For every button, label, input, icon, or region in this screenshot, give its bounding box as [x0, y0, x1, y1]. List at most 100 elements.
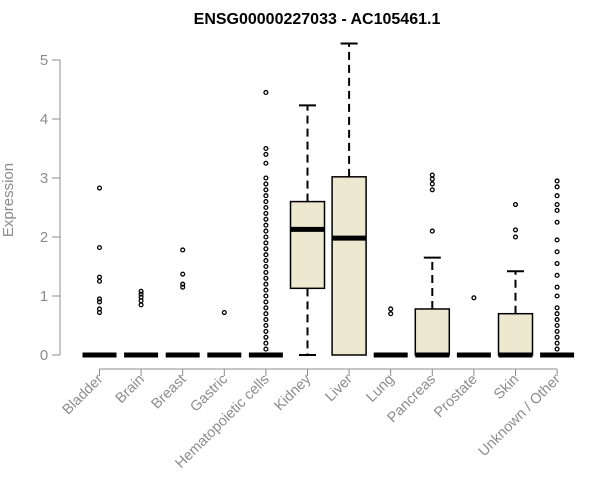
outlier-point [96, 185, 103, 191]
outlier-point [96, 306, 103, 312]
box-body [497, 312, 534, 356]
outlier-point [512, 227, 519, 233]
outlier-point [180, 281, 186, 287]
outlier-point [96, 296, 103, 302]
outlier-point [554, 317, 560, 323]
outlier-point [263, 175, 269, 181]
outlier-point [554, 219, 560, 225]
x-tick-label: Prostate [431, 372, 480, 421]
x-tick-label: Kidney [272, 371, 315, 414]
outlier-point [429, 176, 435, 182]
box-gastric [207, 309, 242, 358]
outlier-point [554, 340, 560, 346]
outlier-point [263, 317, 269, 323]
outlier-point [263, 328, 269, 334]
outlier-point [471, 295, 477, 301]
outlier-point [138, 288, 144, 294]
outlier-point [138, 294, 144, 300]
box-body [331, 176, 367, 356]
y-tick-label: 4 [40, 111, 48, 128]
outlier-point [554, 202, 560, 208]
outlier-point [263, 334, 269, 340]
outlier-point [263, 281, 269, 287]
outlier-point [263, 299, 269, 305]
outlier-point [554, 346, 560, 352]
outlier-point [512, 234, 519, 240]
outlier-point [554, 193, 560, 199]
box-kidney [289, 104, 326, 356]
outlier-point [263, 269, 269, 275]
outlier-point [96, 274, 103, 280]
outlier-point [429, 181, 435, 187]
outlier-point [263, 240, 269, 246]
outlier-point [263, 263, 269, 270]
outlier-point [263, 204, 269, 211]
outlier-point [263, 193, 269, 199]
x-tick-label: Skin [491, 372, 522, 403]
outlier-point [263, 287, 269, 293]
outlier-point [429, 228, 435, 234]
boxes [82, 42, 575, 358]
outlier-point [96, 245, 103, 251]
chart-title: ENSG00000227033 - AC105461.1 [194, 11, 441, 28]
y-axis: 0 1 2 3 4 5 [40, 52, 61, 364]
box-hematopoietic-cells [248, 89, 283, 358]
outlier-point [554, 305, 560, 311]
outlier-point [263, 258, 269, 264]
outlier-point [263, 275, 269, 281]
box-breast [165, 247, 200, 358]
outlier-point [263, 210, 269, 216]
box-body [289, 200, 326, 290]
y-tick-label: 2 [40, 229, 48, 246]
box-pancreas [414, 172, 451, 358]
outlier-point [221, 309, 227, 316]
y-tick-label: 0 [40, 347, 48, 364]
box-lung [373, 306, 408, 358]
outlier-point [263, 151, 269, 157]
outlier-point [138, 302, 144, 308]
outlier-point [388, 306, 394, 312]
outlier-point [263, 228, 269, 234]
outlier-point [96, 278, 103, 284]
outlier-point [263, 311, 269, 317]
outlier-point [263, 322, 269, 329]
outlier-point [96, 299, 103, 305]
outlier-point [554, 322, 560, 329]
outlier-point [554, 328, 560, 334]
outlier-point [263, 145, 269, 152]
outlier-point [429, 172, 435, 178]
x-tick-label: Liver [322, 371, 356, 405]
outlier-point [263, 222, 269, 228]
outlier-point [180, 284, 186, 290]
outlier-point [429, 187, 435, 193]
outlier-point [388, 311, 394, 317]
outlier-point [263, 293, 269, 299]
outlier-point [554, 178, 560, 184]
x-tick-label: Lung [363, 372, 397, 406]
outlier-point [263, 252, 269, 258]
y-axis-label: Expression [0, 163, 17, 237]
y-tick-label: 5 [40, 52, 48, 69]
box-prostate [456, 295, 491, 358]
outlier-point [263, 246, 269, 252]
outlier-point [554, 260, 560, 267]
outlier-point [263, 216, 269, 222]
outlier-point [263, 234, 269, 240]
outlier-point [554, 249, 560, 255]
box-bladder [82, 185, 117, 358]
box-body [414, 308, 451, 356]
outlier-point [263, 160, 269, 166]
outlier-point [554, 184, 560, 190]
box-unknown-other [540, 178, 575, 358]
outlier-point [554, 284, 560, 290]
outlier-point [554, 272, 560, 278]
outlier-point [263, 89, 269, 95]
box-skin [497, 202, 534, 358]
y-tick-label: 3 [40, 170, 48, 187]
outlier-point [180, 271, 186, 277]
outlier-point [263, 199, 269, 205]
outlier-point [554, 207, 560, 214]
outlier-point [512, 202, 519, 208]
outlier-point [554, 293, 560, 299]
